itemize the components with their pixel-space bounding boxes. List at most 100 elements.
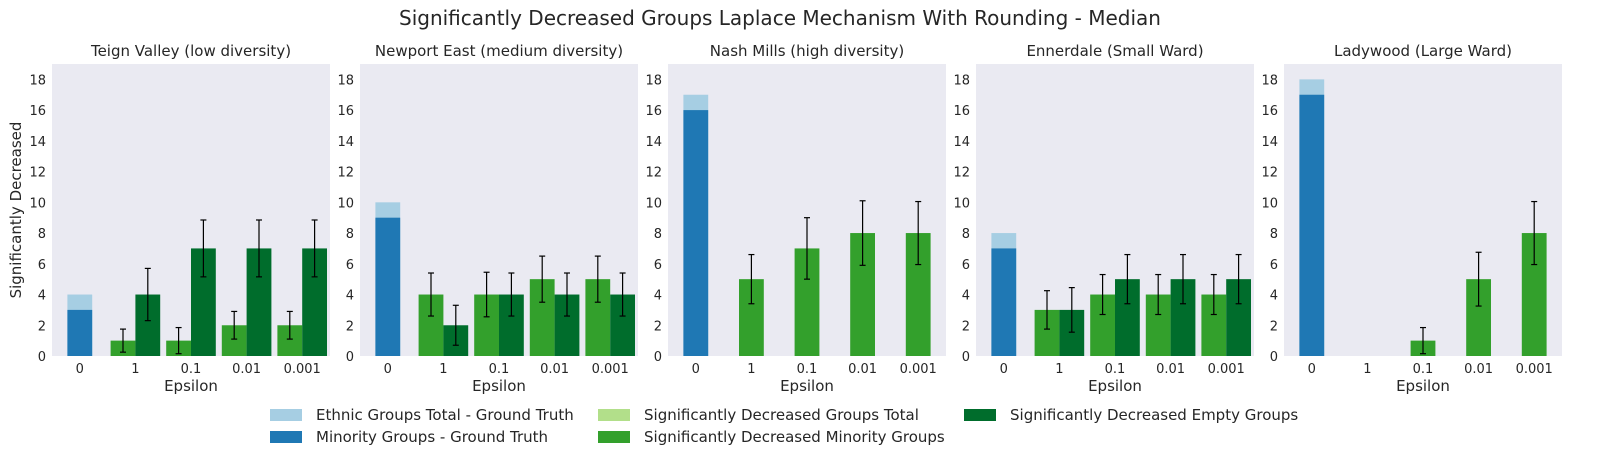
y-tick-label: 12 [953, 166, 970, 181]
bar-minority-ground-truth [991, 248, 1017, 356]
legend-label: Significantly Decreased Empty Groups [1010, 406, 1299, 424]
x-tick-label: 0.1 [797, 362, 818, 377]
y-tick-label: 10 [645, 196, 662, 211]
y-tick-label: 2 [962, 319, 970, 334]
legend-label: Ethnic Groups Total - Ground Truth [316, 406, 574, 424]
legend-swatch [270, 431, 302, 443]
x-tick-label: 0 [384, 362, 392, 377]
panel-3: Nash Mills (high diversity) 0 2 4 6 8 10 12 14 16… [645, 42, 946, 395]
y-tick-label: 14 [337, 135, 354, 150]
bar-minority-ground-truth [375, 217, 401, 356]
panel-title: Newport East (medium diversity) [375, 42, 623, 60]
y-tick-label: 8 [1270, 227, 1278, 242]
panel-title: Nash Mills (high diversity) [710, 42, 904, 60]
legend-label: Significantly Decreased Groups Total [644, 406, 919, 424]
x-tick-label: 0.001 [900, 362, 937, 377]
y-tick-label: 10 [1261, 196, 1278, 211]
y-tick-label: 12 [1261, 166, 1278, 181]
x-tick-label: 0.01 [848, 362, 877, 377]
legend-swatch [598, 431, 630, 443]
x-tick-label: 0.1 [489, 362, 510, 377]
y-tick-label: 0 [1270, 350, 1278, 365]
x-tick-label: 0 [1000, 362, 1008, 377]
y-tick-label: 14 [953, 135, 970, 150]
x-tick-label: 0.001 [1208, 362, 1245, 377]
x-axis-label: Epsilon [164, 377, 218, 395]
y-tick-label: 18 [29, 73, 46, 88]
y-tick-label: 2 [1270, 319, 1278, 334]
bar-minority-ground-truth [67, 309, 93, 356]
x-tick-label: 0.1 [1105, 362, 1126, 377]
panel-4: Ennerdale (Small Ward) 0 2 4 6 8 10 12 14 16 18 0 1 0… [953, 42, 1254, 395]
y-tick-label: 14 [645, 135, 662, 150]
x-tick-label: 0.001 [592, 362, 629, 377]
x-axis-label: Epsilon [1396, 377, 1450, 395]
y-tick-label: 10 [337, 196, 354, 211]
y-tick-label: 6 [346, 258, 354, 273]
y-tick-label: 14 [1261, 135, 1278, 150]
y-tick-label: 10 [29, 196, 46, 211]
y-tick-label: 18 [953, 73, 970, 88]
plot-area [1284, 64, 1562, 356]
x-tick-label: 1 [1055, 362, 1063, 377]
panel-title: Ladywood (Large Ward) [1334, 42, 1512, 60]
x-tick-label: 1 [131, 362, 139, 377]
y-tick-label: 2 [38, 319, 46, 334]
x-tick-label: 0.001 [284, 362, 321, 377]
panel-2: Newport East (medium diversity)024681012… [337, 42, 638, 395]
y-tick-label: 4 [346, 289, 354, 304]
y-tick-label: 12 [337, 166, 354, 181]
y-tick-label: 8 [654, 227, 662, 242]
y-tick-label: 8 [962, 227, 970, 242]
legend-label: Minority Groups - Ground Truth [316, 428, 549, 446]
legend-swatch [964, 409, 996, 421]
y-tick-label: 16 [337, 104, 354, 119]
x-tick-label: 1 [439, 362, 447, 377]
legend: Ethnic Groups Total - Ground Truth Minor… [270, 406, 1330, 462]
legend-item-minority-gt: Minority Groups - Ground Truth [270, 428, 548, 446]
y-tick-label: 16 [953, 104, 970, 119]
legend-item-sig-minority: Significantly Decreased Minority Groups [598, 428, 945, 446]
y-tick-label: 6 [962, 258, 970, 273]
y-axis-label: Significantly Decreased [7, 122, 25, 299]
y-tick-label: 6 [654, 258, 662, 273]
y-tick-label: 0 [346, 350, 354, 365]
legend-label: Significantly Decreased Minority Groups [644, 428, 945, 446]
x-tick-label: 0.1 [181, 362, 202, 377]
y-tick-label: 6 [38, 258, 46, 273]
y-tick-label: 16 [645, 104, 662, 119]
x-tick-label: 0 [76, 362, 84, 377]
y-tick-label: 14 [29, 135, 46, 150]
y-tick-label: 18 [337, 73, 354, 88]
bar-minority-ground-truth [683, 110, 709, 357]
panel-title: Teign Valley (low diversity) [90, 42, 291, 60]
y-tick-label: 8 [346, 227, 354, 242]
y-tick-label: 4 [654, 289, 662, 304]
x-tick-label: 0.01 [1156, 362, 1185, 377]
x-tick-label: 0.01 [232, 362, 261, 377]
bar-minority-ground-truth [1299, 94, 1325, 356]
y-tick-label: 18 [1261, 73, 1278, 88]
y-tick-label: 8 [38, 227, 46, 242]
x-tick-label: 0.01 [540, 362, 569, 377]
y-tick-label: 18 [645, 73, 662, 88]
x-tick-label: 0.001 [1516, 362, 1553, 377]
panel-title: Ennerdale (Small Ward) [1026, 42, 1203, 60]
panel-1: Teign Valley (low diversity)024681012141… [29, 42, 330, 395]
legend-swatch [598, 409, 630, 421]
x-tick-label: 0 [1308, 362, 1316, 377]
panel-5: Ladywood (Large Ward) 0 2 4 6 8 10 12 14 16 18 0 1 0.… [1261, 42, 1562, 395]
legend-swatch [270, 409, 302, 421]
y-tick-label: 16 [1261, 104, 1278, 119]
x-axis-label: Epsilon [1088, 377, 1142, 395]
y-tick-label: 2 [654, 319, 662, 334]
y-tick-label: 4 [962, 289, 970, 304]
y-tick-label: 0 [38, 350, 46, 365]
y-tick-label: 4 [38, 289, 46, 304]
legend-item-sig-total: Significantly Decreased Groups Total [598, 406, 919, 424]
x-tick-label: 0 [692, 362, 700, 377]
chart-title: Significantly Decreased Groups Laplace M… [399, 6, 1161, 30]
legend-item-ethnic-total: Ethnic Groups Total - Ground Truth [270, 406, 574, 424]
y-tick-label: 12 [645, 166, 662, 181]
